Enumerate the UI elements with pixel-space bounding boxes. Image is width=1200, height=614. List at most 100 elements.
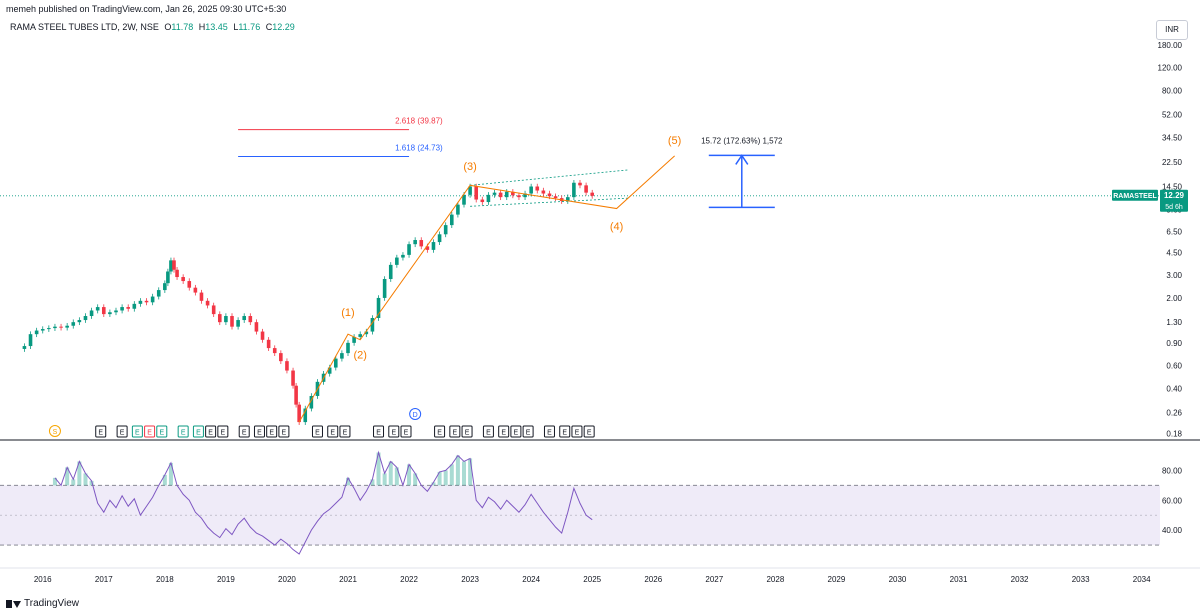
candle-body xyxy=(172,260,176,270)
dividend-marker[interactable] xyxy=(409,408,422,420)
candle-body xyxy=(114,310,118,313)
measure-arrow-icon xyxy=(735,154,749,165)
earnings-marker[interactable] xyxy=(156,425,168,438)
candle-body xyxy=(285,361,289,371)
candle-body xyxy=(254,322,259,332)
price-tick-label: 1.30 xyxy=(1166,318,1182,327)
price-tick-label: 180.00 xyxy=(1158,41,1183,50)
split-marker[interactable] xyxy=(48,425,61,437)
candle-body xyxy=(437,234,442,243)
earnings-marker[interactable] xyxy=(400,425,412,438)
candle-body xyxy=(401,254,405,258)
symbol-legend: RAMA STEEL TUBES LTD, 2W, NSE O11.78 H13… xyxy=(10,22,295,32)
earnings-marker[interactable] xyxy=(95,425,107,438)
earnings-marker[interactable] xyxy=(583,425,595,438)
earnings-marker[interactable] xyxy=(278,425,290,438)
wave-label: (1) xyxy=(341,307,354,319)
earnings-marker[interactable] xyxy=(192,425,204,438)
earnings-marker[interactable] xyxy=(311,425,323,438)
candle-body xyxy=(480,199,485,203)
earnings-marker[interactable] xyxy=(373,425,385,438)
earnings-marker-label: E xyxy=(404,430,409,437)
earnings-marker[interactable] xyxy=(543,425,555,438)
time-tick-label: 2018 xyxy=(156,575,174,584)
earnings-marker[interactable] xyxy=(266,425,278,438)
candle-body xyxy=(120,307,124,311)
earnings-marker[interactable] xyxy=(388,425,400,438)
earnings-marker-label: E xyxy=(330,430,335,437)
earnings-marker-label: E xyxy=(526,430,531,437)
time-tick-label: 2016 xyxy=(34,575,52,584)
candle-body xyxy=(163,283,167,291)
candle-body xyxy=(297,404,301,423)
candle-body xyxy=(205,300,210,306)
candle-body xyxy=(456,204,460,215)
earnings-marker-label: E xyxy=(221,430,226,437)
earnings-marker[interactable] xyxy=(522,425,534,438)
symbol-title: RAMA STEEL TUBES LTD, 2W, NSE xyxy=(10,22,159,32)
price-tick-label: 120.00 xyxy=(1158,64,1183,73)
high-value: 13.45 xyxy=(205,22,228,32)
earnings-marker-label: E xyxy=(135,430,140,437)
open-key: O xyxy=(164,22,172,32)
earnings-marker[interactable] xyxy=(131,425,143,438)
earnings-marker[interactable] xyxy=(144,425,156,438)
price-tick-label: 80.00 xyxy=(1162,86,1183,95)
earnings-marker[interactable] xyxy=(253,425,265,438)
earnings-marker-label: E xyxy=(159,430,164,437)
earnings-marker[interactable] xyxy=(482,425,494,438)
price-tick-label: 3.00 xyxy=(1166,271,1182,280)
earnings-marker[interactable] xyxy=(177,425,189,438)
earnings-marker[interactable] xyxy=(238,425,250,438)
candle-body xyxy=(364,331,369,335)
earnings-marker[interactable] xyxy=(461,425,473,438)
earnings-marker-label: E xyxy=(562,430,567,437)
earnings-marker-label: E xyxy=(208,430,213,437)
earnings-marker[interactable] xyxy=(449,425,461,438)
price-tick-label: 0.26 xyxy=(1166,409,1182,418)
candle-body xyxy=(236,320,240,327)
candle-body xyxy=(541,190,546,194)
candle-body xyxy=(248,316,253,323)
earnings-marker[interactable] xyxy=(510,425,522,438)
candle-body xyxy=(382,279,387,298)
candle-body xyxy=(47,328,51,330)
earnings-marker[interactable] xyxy=(217,425,229,438)
time-tick-label: 2020 xyxy=(278,575,296,584)
fib-level-label: 2.618 (39.87) xyxy=(395,117,443,126)
earnings-marker[interactable] xyxy=(571,425,583,438)
earnings-marker[interactable] xyxy=(559,425,571,438)
candle-body xyxy=(166,271,170,284)
time-tick-label: 2029 xyxy=(828,575,846,584)
open-value: 11.78 xyxy=(171,22,194,32)
earnings-marker-label: E xyxy=(547,430,552,437)
candle-body xyxy=(34,330,39,335)
earnings-marker[interactable] xyxy=(327,425,339,438)
earnings-marker[interactable] xyxy=(116,425,128,438)
candle-body xyxy=(95,307,100,311)
candle-body xyxy=(517,195,521,198)
candle-body xyxy=(419,240,424,247)
earnings-marker-label: E xyxy=(376,430,381,437)
price-tick-label: 4.50 xyxy=(1166,248,1182,257)
earnings-marker[interactable] xyxy=(205,425,217,438)
price-tick-label: 34.50 xyxy=(1162,134,1183,143)
candle-body xyxy=(474,186,479,200)
candle-body xyxy=(352,336,356,343)
earnings-marker-label: E xyxy=(257,430,262,437)
time-tick-label: 2022 xyxy=(400,575,418,584)
high-key: H xyxy=(198,22,206,32)
candle-body xyxy=(175,269,179,278)
earnings-marker[interactable] xyxy=(434,425,446,438)
time-tick-label: 2019 xyxy=(217,575,235,584)
currency-button[interactable]: INR xyxy=(1156,20,1188,40)
last-price-tag xyxy=(1160,189,1188,212)
candle-body xyxy=(303,408,308,423)
candle-body xyxy=(388,264,393,280)
earnings-marker-label: E xyxy=(501,430,506,437)
earnings-marker[interactable] xyxy=(498,425,510,438)
close-value: 12.29 xyxy=(272,22,295,32)
earnings-marker[interactable] xyxy=(339,425,351,438)
candle-body xyxy=(108,312,112,315)
